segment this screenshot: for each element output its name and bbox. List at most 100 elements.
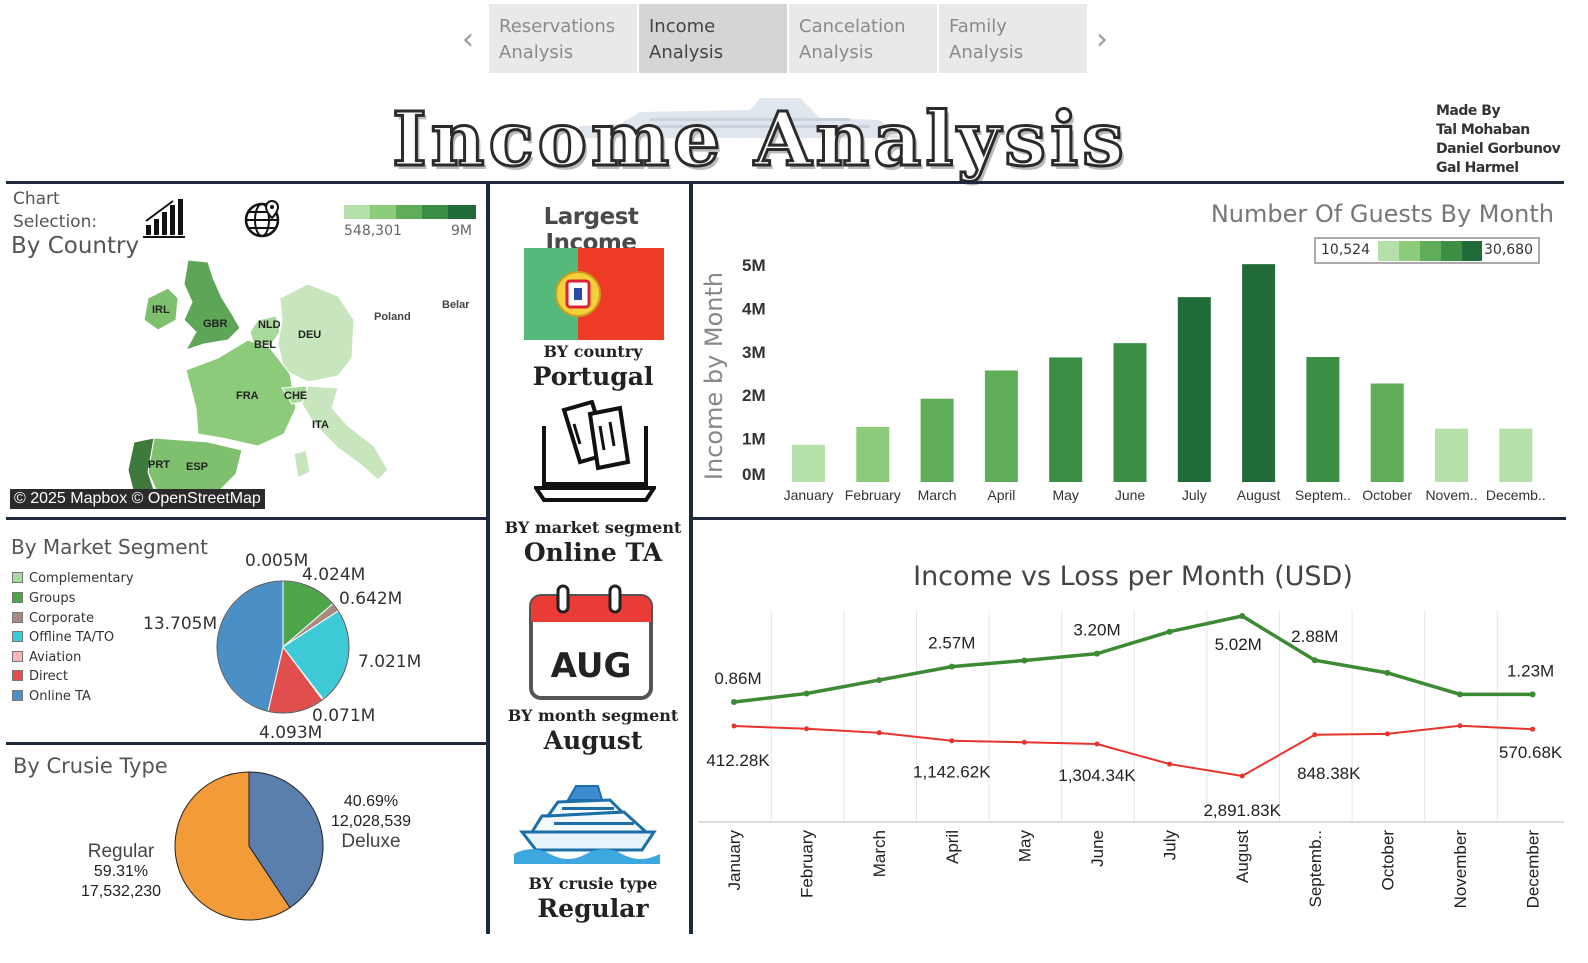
tab-family-analysis[interactable]: Family Analysis <box>939 4 1087 73</box>
credits-line: Daniel Gorbunov <box>1436 141 1561 157</box>
chart-selection-label: Chart Selection: <box>13 188 97 234</box>
legend-item[interactable]: Direct <box>12 667 68 687</box>
legend-swatch <box>12 612 23 623</box>
x-tick-label: October <box>1378 830 1397 891</box>
legend-swatch <box>12 670 23 681</box>
income-point <box>1529 691 1536 698</box>
x-tick-label: Septem.. <box>1295 487 1351 503</box>
x-tick-label: May <box>1052 487 1078 503</box>
income-point <box>1166 628 1173 635</box>
calendar-text: AUG <box>551 646 632 686</box>
regular-value: 17,532,230 <box>80 883 162 900</box>
x-tick-label: April <box>943 830 962 864</box>
loss-point <box>731 723 737 729</box>
by-month-value: August <box>543 726 643 755</box>
by-market-label: BY market segment <box>504 518 682 537</box>
legend-label: Complementary <box>29 571 134 586</box>
legend-swatch <box>12 690 23 701</box>
data-label: 848.38K <box>1297 764 1361 783</box>
bar <box>1435 428 1468 482</box>
bar <box>984 370 1018 482</box>
x-tick-label: July <box>1161 830 1180 861</box>
bar <box>1499 428 1533 482</box>
map-label-gbr: GBR <box>203 318 228 330</box>
market-segment-pie[interactable] <box>215 579 351 715</box>
country-color-legend <box>344 205 476 219</box>
tab-label-line1: Cancelation <box>799 16 906 37</box>
bar <box>1242 264 1276 482</box>
income-by-month-bar-chart[interactable]: Income by Month 0M 1M 2M 3M 4M 5M January Februa… <box>696 230 1562 514</box>
x-tick-label: April <box>987 487 1015 503</box>
legend-swatch <box>12 592 23 603</box>
tab-label-line2: Analysis <box>499 42 574 63</box>
map-label-nld: NLD <box>258 319 281 331</box>
loss-point <box>1239 773 1245 779</box>
loss-line <box>733 724 1533 778</box>
tab-cancelation-analysis[interactable]: Cancelation Analysis <box>789 4 937 73</box>
legend-swatch <box>12 651 23 662</box>
chart-selection-line2: Selection: <box>13 212 98 232</box>
loss-point <box>804 726 810 732</box>
deluxe-label: 40.69% 12,028,539 Deluxe <box>326 792 416 852</box>
income-vs-loss-line-chart[interactable]: 0.86M 2.57M 3.20M 5.02M 2.88M 1.23M 412.28K 1,1… <box>696 604 1566 934</box>
nav-next-button[interactable]: › <box>1096 22 1108 57</box>
globe-icon[interactable] <box>244 199 284 239</box>
by-month-label: BY month segment <box>507 706 679 725</box>
legend-label: Groups <box>29 591 76 606</box>
data-label: 1,142.62K <box>913 763 991 782</box>
nav-prev-button[interactable]: ‹ <box>462 22 474 57</box>
divider <box>486 184 490 934</box>
cruise-type-pie[interactable] <box>172 769 326 923</box>
income-point <box>876 677 883 684</box>
data-label: 1.23M <box>1507 661 1554 680</box>
tab-label-line2: Analysis <box>649 42 724 63</box>
x-tick-label: March <box>870 830 889 877</box>
bar-chart-icon[interactable] <box>143 197 185 239</box>
legend-item[interactable]: Online TA <box>12 687 91 707</box>
x-tick-label: June <box>1115 487 1146 503</box>
credits-line: Gal Harmel <box>1436 160 1519 176</box>
income-loss-title: Income vs Loss per Month (USD) <box>913 561 1353 592</box>
income-point <box>1094 650 1100 657</box>
pie-label-aviation: 0.071M <box>312 706 376 726</box>
regular-label: Regular 59.31% 17,532,230 <box>76 842 166 902</box>
bar <box>1113 343 1147 482</box>
tab-reservations-analysis[interactable]: Reservations Analysis <box>489 4 637 73</box>
x-tick-label: February <box>798 830 817 899</box>
tab-income-analysis[interactable]: Income Analysis <box>639 4 787 73</box>
map-label-esp: ESP <box>186 461 208 473</box>
divider <box>6 181 1564 184</box>
map-attribution[interactable]: © 2025 Mapbox © OpenStreetMap <box>10 489 265 509</box>
tab-label-line2: Analysis <box>949 42 1024 63</box>
legend-item[interactable]: Aviation <box>12 648 81 668</box>
pie-label-direct: 4.093M <box>259 723 323 743</box>
by-cruise-label: BY crusie type <box>528 874 658 893</box>
bar <box>856 426 890 482</box>
pie-slice <box>216 580 284 712</box>
x-tick-label: June <box>1088 830 1107 867</box>
legend-item[interactable]: Offline TA/TO <box>12 628 114 648</box>
map-label-fra: FRA <box>236 390 259 402</box>
calendar-icon: AUG <box>529 584 653 700</box>
loss-point <box>1021 739 1027 745</box>
legend-item[interactable]: Groups <box>12 589 75 609</box>
ship-watermark-icon <box>570 98 900 138</box>
pie-label-corporate: 0.642M <box>339 589 403 609</box>
x-tick-label: March <box>918 487 957 503</box>
country-map[interactable]: IRL GBR NLD BEL DEU Poland Belar FRA CHE… <box>8 258 476 513</box>
income-point <box>803 690 810 697</box>
legend-label: Offline TA/TO <box>29 630 115 645</box>
map-label-che: CHE <box>284 390 307 402</box>
data-label: 1,304.34K <box>1058 766 1136 785</box>
data-label: 0.86M <box>714 669 761 688</box>
legend-item[interactable]: Corporate <box>12 609 94 629</box>
income-point <box>1457 691 1463 698</box>
data-label: 570.68K <box>1499 743 1563 762</box>
legend-label: Direct <box>29 669 68 684</box>
y-tick-label: 3M <box>742 343 766 362</box>
legend-item[interactable]: Complementary <box>12 569 134 589</box>
x-tick-label: January <box>784 487 834 503</box>
legend-swatch <box>12 631 23 642</box>
by-country-value: Portugal <box>532 362 654 391</box>
pie-outline <box>216 580 350 714</box>
